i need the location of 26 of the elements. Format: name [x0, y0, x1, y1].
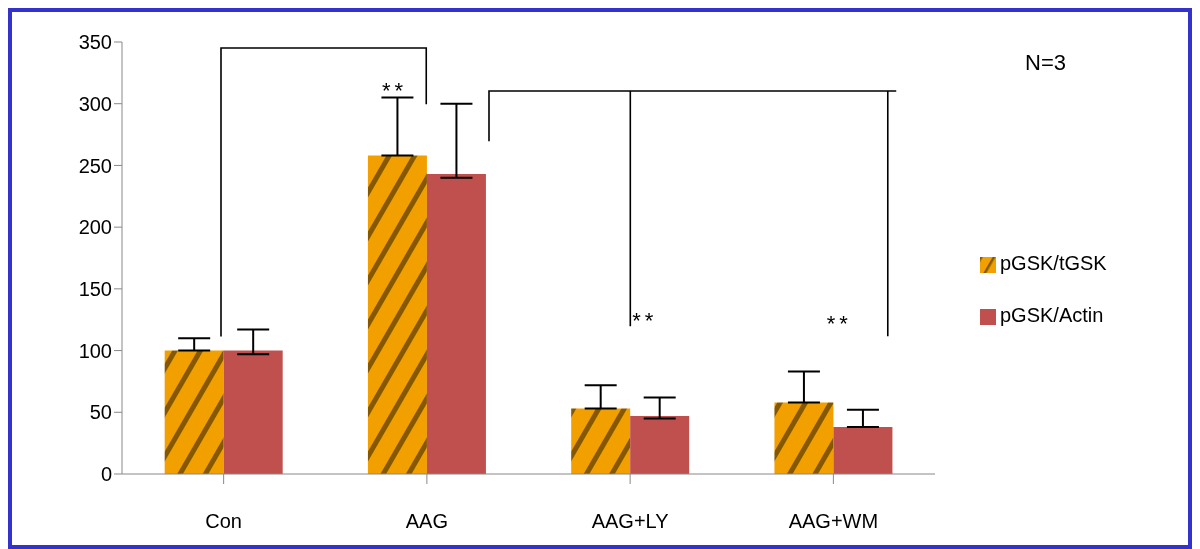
bar: [774, 402, 834, 474]
legend-label: pGSK/Actin: [1000, 304, 1104, 326]
bar: [571, 408, 631, 474]
y-tick-label: 200: [78, 216, 112, 239]
text: N=3: [1025, 50, 1066, 76]
bar: [426, 174, 486, 474]
bar: [367, 155, 427, 474]
y-tick-label: 350: [78, 31, 112, 54]
bar: [223, 350, 283, 474]
annotation: **: [631, 308, 659, 335]
y-tick-label: 300: [78, 92, 112, 115]
y-tick-label: 100: [78, 339, 112, 362]
x-tick-label: AAG+LY: [591, 510, 669, 533]
annotation: **: [380, 77, 408, 104]
x-tick-label: AAG+WM: [788, 510, 879, 533]
legend-label: pGSK/tGSK: [1000, 252, 1107, 274]
y-tick-label: 50: [89, 401, 112, 424]
x-tick-label: AAG: [405, 510, 448, 533]
y-tick-label: 0: [100, 463, 112, 486]
bar: [164, 350, 224, 474]
bar: [833, 427, 893, 474]
x-tick-label: Con: [205, 510, 242, 533]
annotation: **: [825, 310, 853, 337]
y-tick-label: 150: [78, 277, 112, 300]
bar: [630, 415, 690, 474]
y-tick-label: 250: [78, 154, 112, 177]
